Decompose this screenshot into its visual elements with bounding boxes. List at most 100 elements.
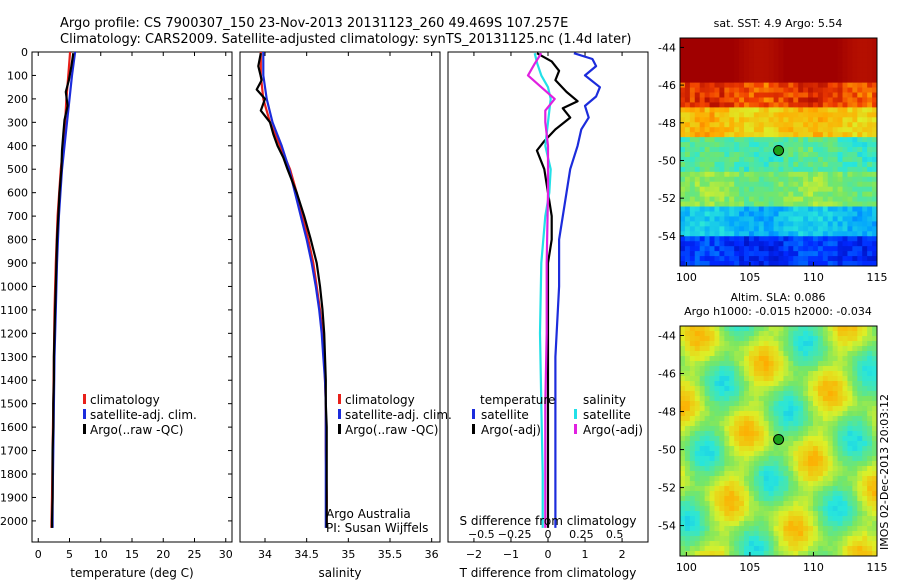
map-cell [763, 186, 770, 193]
map-cell [788, 137, 794, 143]
map-cell [817, 47, 824, 54]
map-cell [798, 236, 804, 242]
map-cell [768, 341, 774, 347]
map-cell [788, 476, 794, 482]
map-cell [872, 221, 878, 227]
map-cell [852, 526, 858, 532]
map-cell [798, 137, 804, 143]
map-cell [709, 206, 715, 212]
map-cell [872, 186, 878, 193]
map-cell [837, 406, 843, 412]
map-cell [847, 241, 853, 247]
map-cell [719, 386, 725, 392]
map-cell [857, 541, 863, 547]
map-cell [773, 351, 779, 357]
map-cell [817, 221, 824, 227]
map-cell [744, 326, 750, 332]
map-cell [788, 341, 794, 347]
map-cell [748, 511, 755, 517]
map-cell [748, 371, 755, 377]
map-cell [748, 102, 755, 108]
map-cell [822, 506, 829, 512]
map-cell [729, 221, 735, 227]
map-cell [704, 211, 710, 217]
map-cell [822, 486, 829, 492]
map-cell [734, 376, 740, 382]
map-cell [709, 246, 715, 252]
map-cell [803, 112, 809, 118]
map-cell [773, 326, 779, 332]
map-cell [680, 446, 686, 452]
map-cell [852, 122, 858, 128]
map-cell [680, 112, 686, 118]
map-cell [798, 67, 804, 74]
map-cell [852, 356, 858, 362]
map-cell [719, 506, 725, 512]
map-cell [704, 97, 710, 103]
map-cell [704, 371, 710, 377]
map-cell [684, 336, 691, 342]
map-cell [763, 336, 770, 342]
map-cell [729, 156, 735, 163]
map-cell [852, 38, 858, 44]
map-cell [827, 231, 834, 237]
map-cell [684, 521, 691, 527]
map-cell [867, 526, 873, 532]
map-cell [689, 386, 696, 392]
map-cell [704, 526, 710, 532]
map-cell [719, 87, 725, 93]
map-cell [699, 57, 706, 64]
map-cell [822, 431, 829, 437]
map-cell [832, 516, 838, 522]
map-cell [748, 456, 755, 462]
map-cell [724, 396, 730, 402]
map-cell [803, 231, 809, 237]
map-cell [680, 436, 686, 442]
map-cell [778, 161, 784, 168]
map-cell [744, 521, 750, 527]
map-cell [704, 147, 710, 153]
map-cell [822, 351, 829, 357]
map-cell [827, 451, 834, 457]
map-cell [753, 127, 760, 133]
map-cell [778, 351, 784, 357]
map-cell [724, 471, 730, 477]
map-cell [842, 211, 848, 217]
map-cell [852, 436, 858, 442]
map-cell [719, 381, 725, 387]
map-cell [694, 52, 701, 59]
map-cell [694, 181, 701, 188]
map-cell [842, 476, 848, 482]
map-cell [788, 246, 794, 252]
map-cell [783, 122, 789, 128]
map-cell [798, 72, 804, 79]
map-cell [867, 486, 873, 492]
map-cell [719, 476, 725, 482]
map-cell [827, 72, 834, 79]
map-cell [763, 426, 770, 432]
map-cell [734, 112, 740, 118]
legend-swatch-satellite [338, 409, 341, 419]
map-cell [852, 546, 858, 552]
map-cell [699, 386, 706, 392]
map-cell [684, 441, 691, 447]
map-cell [817, 526, 824, 532]
map-cell [812, 62, 819, 69]
map-cell [773, 391, 779, 397]
map-cell [729, 231, 735, 237]
map-cell [822, 501, 829, 507]
map-cell [862, 122, 868, 128]
map-cell [847, 171, 853, 178]
map-cell [812, 381, 819, 387]
map-cell [822, 186, 829, 193]
map-cell [778, 446, 784, 452]
map-cell [704, 196, 710, 202]
map-cell [783, 466, 789, 472]
map-cell [783, 331, 789, 337]
map-cell [709, 491, 715, 497]
map-cell [808, 156, 814, 163]
map-cell [857, 137, 863, 143]
map-cell [684, 97, 691, 103]
map-cell [867, 451, 873, 457]
map-cell [719, 221, 725, 227]
